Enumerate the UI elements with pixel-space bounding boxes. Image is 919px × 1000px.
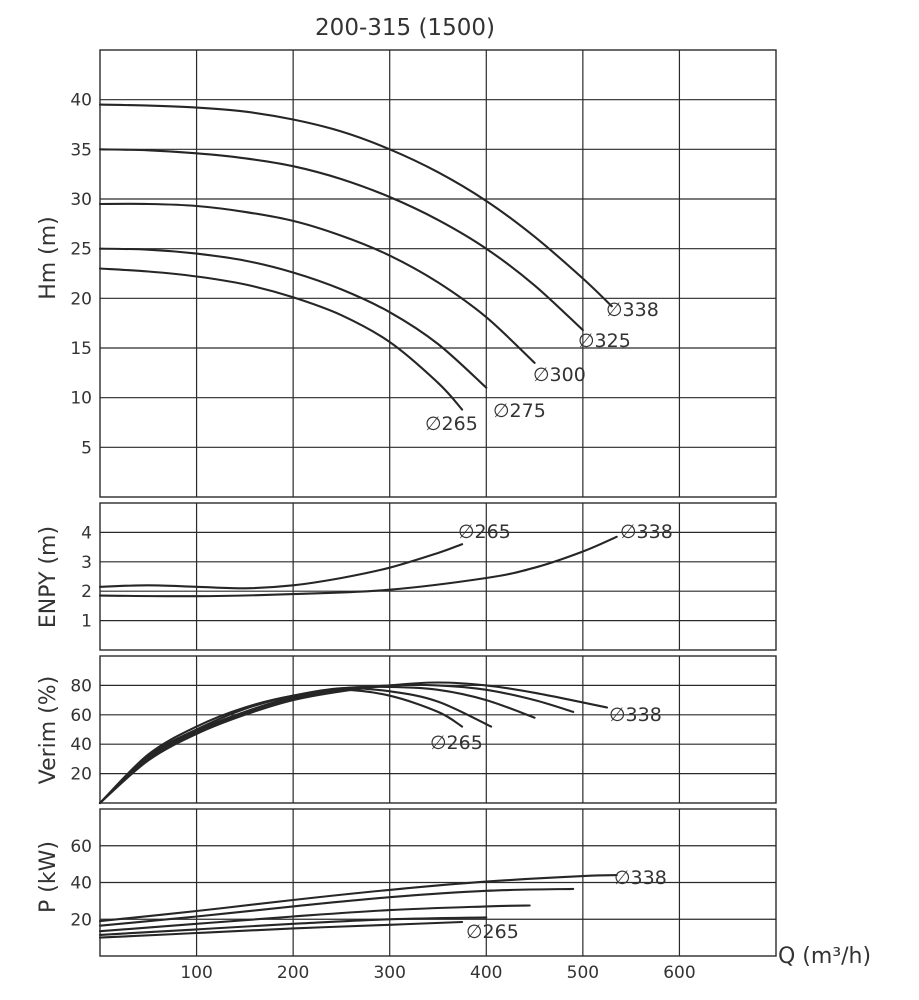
head-diameter-label-265: ∅265 <box>425 413 478 435</box>
npsh-curve-338 <box>98 535 618 598</box>
head-y-tick-label: 25 <box>70 240 92 260</box>
head-y-axis-label: Hm (m) <box>36 216 61 300</box>
npsh-y-tick-label: 4 <box>81 523 92 543</box>
head-curve-265 <box>98 267 464 411</box>
efficiency-y-tick-label: 80 <box>70 676 92 696</box>
text-layer: 5 10 15 20 25 30 35 40 Hm (m) ∅338 ∅325 ∅300 ∅275 ∅26… <box>36 91 696 983</box>
x-tick-label: 600 <box>663 963 695 983</box>
head-frame <box>99 49 777 498</box>
head-y-tick-label: 15 <box>70 339 92 359</box>
power-curve-325 <box>98 887 575 927</box>
grid-layer <box>99 49 777 957</box>
efficiency-curve-338 <box>98 681 609 805</box>
head-y-tick-label: 5 <box>81 438 92 458</box>
x-tick-label: 300 <box>373 963 405 983</box>
head-diameter-label-338: ∅338 <box>606 299 659 321</box>
power-y-tick-label: 40 <box>70 874 92 894</box>
npsh-frame <box>99 502 777 651</box>
efficiency-curve-325 <box>98 683 575 805</box>
power-curve-338 <box>98 874 618 923</box>
efficiency-y-tick-label: 40 <box>70 735 92 755</box>
power-y-tick-label: 60 <box>70 837 92 857</box>
efficiency-curve-300 <box>98 685 536 805</box>
head-y-tick-label: 35 <box>70 140 92 160</box>
head-y-tick-label: 30 <box>70 190 92 210</box>
power-curve-265 <box>98 920 464 939</box>
npsh-y-axis-label: ENPY (m) <box>36 526 61 628</box>
chart-title: 200-315 (1500) <box>315 15 495 41</box>
power-y-axis-label: P (kW) <box>36 841 61 913</box>
npsh-y-tick-label: 1 <box>81 612 92 632</box>
power-diameter-label-338: ∅338 <box>614 867 667 889</box>
x-tick-label: 100 <box>180 963 212 983</box>
power-diameter-label-265: ∅265 <box>466 921 519 943</box>
head-curve-325 <box>98 148 584 332</box>
head-y-tick-label: 40 <box>70 91 92 111</box>
efficiency-y-tick-label: 60 <box>70 706 92 726</box>
x-tick-label: 500 <box>567 963 599 983</box>
head-y-tick-label: 10 <box>70 389 92 409</box>
head-diameter-label-325: ∅325 <box>578 330 631 352</box>
efficiency-diameter-label-265: ∅265 <box>430 732 483 754</box>
npsh-y-tick-label: 3 <box>81 553 92 573</box>
efficiency-curve-265 <box>98 688 464 805</box>
efficiency-y-tick-label: 20 <box>70 765 92 785</box>
npsh-diameter-label-265: ∅265 <box>458 521 511 543</box>
head-diameter-label-300: ∅300 <box>533 364 586 386</box>
power-curve-275 <box>98 916 488 936</box>
x-tick-label: 200 <box>277 963 309 983</box>
power-y-tick-label: 20 <box>70 910 92 930</box>
head-diameter-label-275: ∅275 <box>493 400 546 422</box>
head-y-tick-label: 20 <box>70 289 92 309</box>
x-axis-label: Q (m³/h) <box>778 944 871 969</box>
npsh-curve-265 <box>98 543 464 590</box>
npsh-diameter-label-338: ∅338 <box>620 521 673 543</box>
power-curve-300 <box>98 904 531 933</box>
efficiency-diameter-label-338: ∅338 <box>609 704 662 726</box>
npsh-y-tick-label: 2 <box>81 582 92 602</box>
efficiency-frame <box>99 655 777 804</box>
efficiency-curve-275 <box>98 687 493 805</box>
head-curve-275 <box>98 247 488 389</box>
head-curve-300 <box>98 202 536 364</box>
efficiency-y-axis-label: Verim (%) <box>36 676 61 785</box>
x-tick-label: 400 <box>470 963 502 983</box>
curves-layer <box>98 103 618 939</box>
head-curve-338 <box>98 103 613 308</box>
